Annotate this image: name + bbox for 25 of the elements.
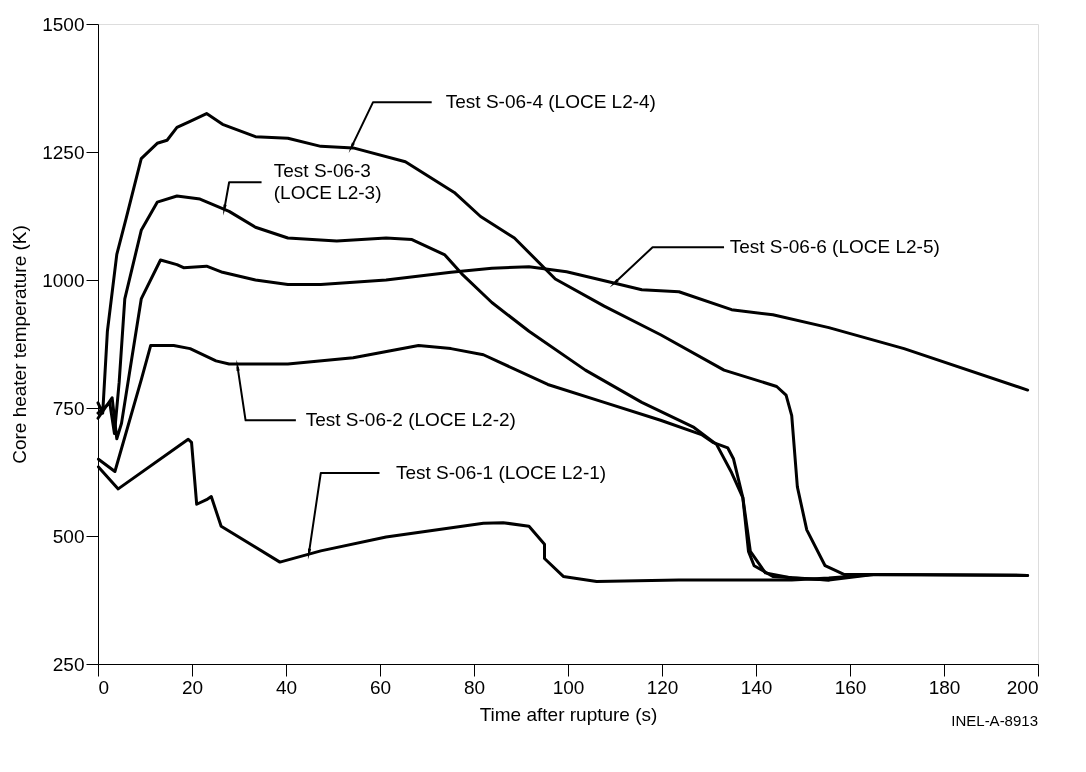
x-tick-label: 60 <box>369 676 392 698</box>
y-axis-title: Core heater temperature (K) <box>9 225 31 464</box>
x-tick-label: 120 <box>646 676 679 698</box>
y-tick-label: 1250 <box>42 141 85 163</box>
text: INEL-A-8913 <box>951 712 1038 729</box>
y-tick-label: 1000 <box>42 269 85 291</box>
x-tick-label: 180 <box>928 676 961 698</box>
y-tick-label: 1500 <box>42 13 85 35</box>
x-tick-label: 80 <box>463 676 486 698</box>
x-tick-label: 0 <box>98 676 110 698</box>
x-tick-label: 40 <box>275 676 298 698</box>
x-tick-label: 160 <box>834 676 867 698</box>
annotation: Test S-06-2 (LOCE L2-2) <box>305 409 516 431</box>
annotation: Test S-06-4 (LOCE L2-4) <box>445 91 656 113</box>
y-tick-label: 500 <box>52 525 85 547</box>
y-tick-label: 750 <box>52 397 85 419</box>
annotation: Test S-06-6 (LOCE L2-5) <box>729 236 940 258</box>
annotation: Test S-06-3 (LOCE L2-3) <box>273 160 382 204</box>
annotation: Test S-06-1 (LOCE L2-1) <box>395 462 607 484</box>
y-tick-label: 250 <box>52 653 85 675</box>
x-axis-title: Time after rupture (s) <box>479 703 658 725</box>
x-tick-label: 100 <box>552 676 585 698</box>
x-tick-label: 140 <box>740 676 773 698</box>
x-tick-label: 20 <box>181 676 204 698</box>
x-tick-label: 200 <box>1006 676 1039 698</box>
